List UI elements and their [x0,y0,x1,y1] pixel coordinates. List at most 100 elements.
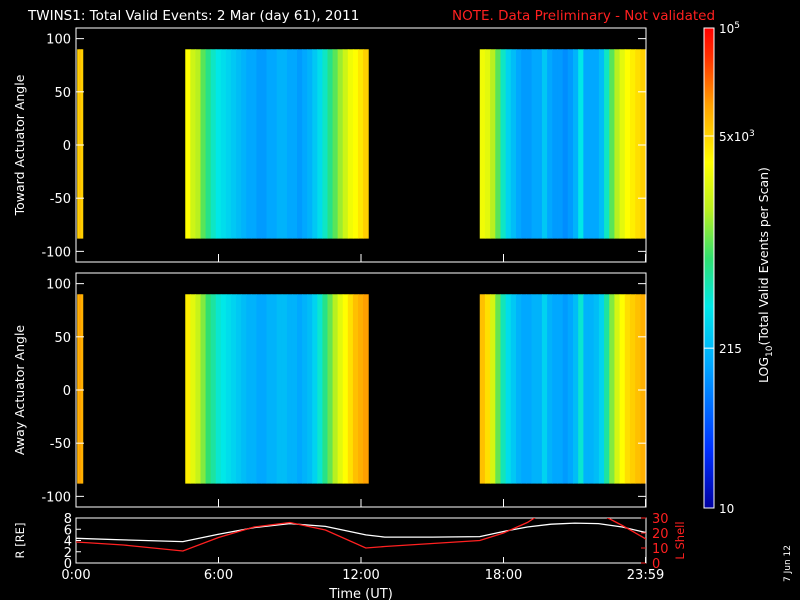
lshell-series-line [606,518,646,540]
toward-heat-cell [185,49,191,239]
toward-heat-cell [79,49,82,239]
toward-ytick-label: -100 [41,245,71,260]
toward-heat-cell [573,49,579,239]
toward-ytick-label: 50 [54,86,71,101]
toward-heat-cell [516,49,522,239]
toward-heat-cell [479,49,486,239]
away-heat-cell [251,294,257,484]
lshell-series-line [76,518,536,552]
orbit-ylabel-left: R [RE] [13,523,27,559]
away-heat-cell [327,294,334,484]
toward-heat-cell [327,49,334,239]
toward-heat-cell [505,49,512,239]
away-heat-cell [609,294,616,484]
away-heat-cell [322,294,329,484]
away-heat-cell [536,294,543,484]
away-heat-cell [205,294,212,484]
toward-heat-cell [80,49,84,239]
orbit-right-tick-label: 30 [652,512,669,527]
away-heat-cell [573,294,579,484]
away-heat-cell [210,294,217,484]
away-ytick-label: 100 [46,278,71,293]
toward-heat-cell [210,49,217,239]
toward-ylabel: Toward Actuator Angle [12,74,27,216]
away-heat-cell [246,294,252,484]
toward-heat-cell [578,49,584,239]
orbit-left-tick-label: 6 [64,523,72,538]
toward-heat-cell [256,49,263,239]
toward-heat-cell [588,49,595,239]
away-heat-cell [604,294,610,484]
away-heat-cell [276,294,283,484]
orbit-right-tick-label: 20 [652,527,669,542]
orbit-left-tick-label: 2 [64,546,72,561]
away-heat-cell [357,294,364,484]
toward-panel: 100 50 0 -50 -100 Toward Actuator Angle [12,27,647,263]
away-panel: 100 50 0 -50 -100 Away Actuator Angle [12,272,647,508]
orbit-xlabel: Time (UT) [328,587,393,600]
toward-heat-cell [490,49,496,239]
away-heat-cell [363,294,369,484]
away-heat-cell [291,294,298,484]
away-ytick-label: -50 [50,437,71,452]
toward-heat-cell [286,49,293,239]
away-heat-cell [635,294,641,484]
orbit-frame [75,517,647,564]
toward-heat-cell [531,49,538,239]
away-heat-cell [593,294,600,484]
orbit-left-tick-label: 0 [64,557,72,572]
away-heat-cell [312,294,318,484]
away-heat-cell [307,294,313,484]
toward-ytick-label: 100 [46,33,71,48]
away-heat-cell [505,294,512,484]
away-heat-cell [200,294,207,484]
away-heat-cell [484,294,491,484]
toward-heat-cell [624,49,631,239]
figure-title: TWINS1: Total Valid Events: 2 Mar (day 6… [27,8,359,24]
toward-heat-cell [547,49,553,239]
away-heat-cell [490,294,496,484]
away-heat-cell [640,294,647,484]
orbit-left-tick-label: 8 [64,512,72,527]
away-heat-cell [342,294,349,484]
toward-heat-cell [200,49,207,239]
preliminary-note: NOTE. Data Preliminary - Not validated [452,8,715,24]
away-heat-cell [79,294,82,484]
away-heat-cell [552,294,559,484]
toward-ytick-label: -50 [50,192,71,207]
colorbar: LOG10(Total Valid Events per Scan) 1055x… [703,21,775,516]
orbit-right-tick-label: 10 [652,542,669,557]
toward-heat-cell [619,49,626,239]
colorbar-tick-label: 215 [719,342,742,356]
orbit-xtick-label: 12:00 [342,568,379,583]
toward-heat-cell [317,49,324,239]
toward-heat-cell [562,49,569,239]
date-stamp: 7 Jun 12 [783,545,793,582]
away-heat-cell [220,294,227,484]
away-heat-cell [516,294,522,484]
toward-heat-cell [552,49,559,239]
toward-heat-cell [281,49,288,239]
toward-heat-cell [541,49,548,239]
toward-heat-cell [307,49,313,239]
toward-heat-cell [266,49,273,239]
away-heat-cell [598,294,605,484]
away-heat-cell [261,294,268,484]
toward-heat-cell [357,49,364,239]
away-heat-cell [185,294,191,484]
toward-heat-cell [352,49,359,239]
toward-heat-cell [230,49,237,239]
toward-heat-cell [363,49,369,239]
away-heat-cell [541,294,548,484]
toward-heat-cell [495,49,502,239]
away-heat-cell [567,294,574,484]
toward-heat-cell [77,49,80,239]
toward-heat-cell [635,49,641,239]
toward-heat-cell [536,49,543,239]
toward-heat-cell [225,49,232,239]
away-heat-cell [77,294,80,484]
away-heat-cell [297,294,303,484]
colorbar-label: LOG10(Total Valid Events per Scan) [756,167,775,383]
toward-heat-cell [604,49,610,239]
